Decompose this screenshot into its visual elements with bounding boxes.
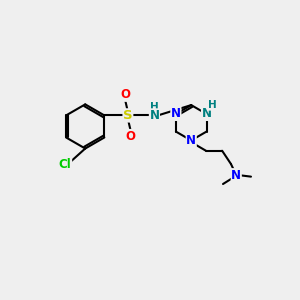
Text: N: N (202, 107, 212, 120)
Text: N: N (149, 109, 159, 122)
Text: H: H (150, 102, 159, 112)
Text: N: N (186, 134, 196, 147)
Text: H: H (208, 100, 217, 110)
Text: N: N (171, 107, 181, 120)
Text: N: N (231, 169, 241, 182)
Text: Cl: Cl (59, 158, 72, 171)
Text: O: O (126, 130, 136, 142)
Text: S: S (123, 109, 133, 122)
Text: O: O (120, 88, 130, 101)
